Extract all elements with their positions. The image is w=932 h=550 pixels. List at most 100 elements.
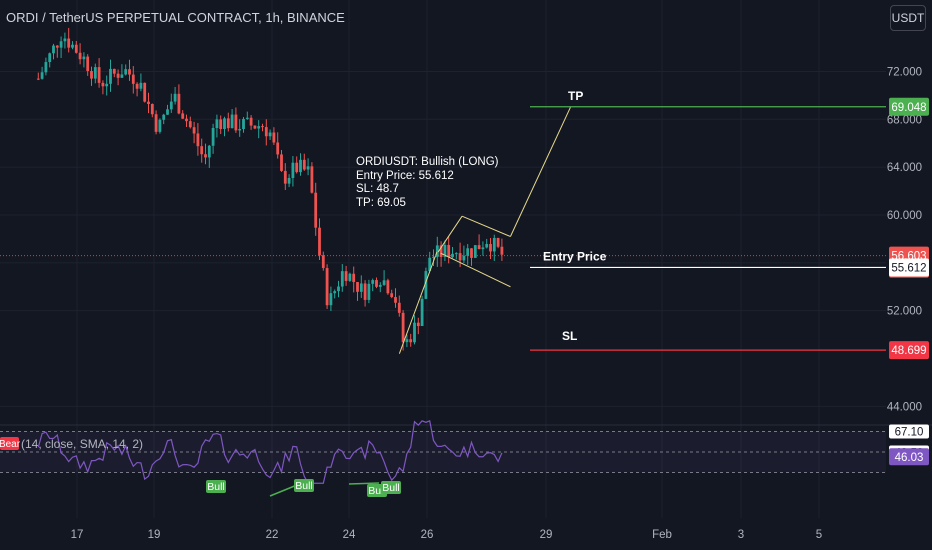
bull-marker-label: Bull [295,480,313,492]
candle-body [375,280,378,287]
candle-body [340,271,344,287]
entry-label: Entry Price [543,249,607,263]
projection-line [509,107,571,237]
candle-body [261,126,264,128]
candle-body [413,322,416,343]
bull-marker-label: Bull [382,482,400,494]
candle-body [337,286,340,292]
candle-body [359,283,363,292]
bull-marker-label: Bull [207,481,225,493]
candle-body [299,159,302,173]
annotation-line-4: TP: 69.05 [356,196,406,209]
candle-body [378,284,382,287]
candle-body [287,177,291,184]
time-tick-label: 19 [148,529,161,541]
bull-marker[interactable] [381,481,401,494]
candle-body [454,253,458,255]
candle-body [120,74,124,78]
entry-price-badge [889,258,929,277]
candle-body [302,159,306,170]
candle-body [367,283,371,300]
candle-body [481,247,485,250]
rsi-current-badge-text: 46.03 [895,452,924,464]
tp-price-badge [889,97,929,116]
candle-body [204,154,207,158]
candle-body [280,154,283,171]
time-tick-label: 3 [738,529,744,541]
time-tick-label: 24 [343,529,356,541]
candle-body [207,145,211,158]
candle-body [105,83,109,87]
candle-body [318,227,321,256]
candle-body [131,74,135,84]
candle-body [86,56,90,72]
candle-body [36,78,40,80]
candle-body [428,257,432,272]
candle-body [109,68,112,84]
candle-body [101,82,105,87]
candle-body [200,146,204,155]
candle-body [90,71,93,79]
candle-body [416,322,420,327]
rsi-current-badge [889,448,929,466]
candle-body [432,256,435,258]
candle-body [147,101,150,105]
candle-body [466,248,470,256]
indicator-badge-label: Bear [0,439,21,450]
candle-body [321,255,325,269]
tp-price-badge-text: 69.048 [891,102,926,114]
candle-body [230,114,234,129]
candle-body [264,127,268,137]
candle-body [249,117,253,126]
divergence-line [348,482,380,485]
price-tick-label: 60.000 [887,210,922,222]
candle-body [59,41,63,48]
indicator-params: (14, close, SMA, 14, 2) [21,437,143,451]
candle-body [371,280,375,284]
candle-body [238,129,242,131]
candle-body [93,67,97,79]
candle-body [185,118,188,122]
candle-body [253,125,257,129]
candle-body [196,133,200,147]
candle-body [283,170,287,184]
candle-body [485,244,489,248]
price-tick-label: 64.000 [887,162,922,174]
candle-body [306,166,310,170]
candle-body [97,67,101,83]
candle-body [352,273,356,283]
entry-price-badge-text: 55.612 [891,262,926,274]
candle-body [363,283,367,300]
price-tick-label: 68.000 [887,114,922,126]
candle-body [150,104,154,115]
candle-body [166,109,169,115]
rsi-line [37,419,503,484]
candle-body [78,52,82,60]
bull-marker[interactable] [294,479,314,492]
candle-body [188,121,192,128]
candle-body [44,62,48,73]
candle-body [116,73,120,78]
candle-body [177,93,181,114]
annotation-line-2: Entry Price: 55.612 [356,169,454,182]
candle-body [470,248,473,258]
candle-body [272,132,276,143]
candle-body [82,56,86,60]
sl-price-badge-text: 48.699 [891,345,926,357]
candle-body [420,298,424,327]
candle-body [215,119,219,128]
bull-marker[interactable] [206,480,226,493]
candle-body [333,291,337,294]
candle-body [382,280,386,285]
currency-button[interactable]: USDT [890,5,926,31]
candle-body [154,114,158,132]
candle-body [409,339,413,343]
candle-body [181,113,185,119]
candle-body [124,69,128,75]
time-tick-label: Feb [652,529,672,541]
candle-body [63,38,67,42]
candle-body [291,162,295,178]
time-tick-label: 29 [540,529,553,541]
indicator-badge[interactable] [0,437,19,450]
